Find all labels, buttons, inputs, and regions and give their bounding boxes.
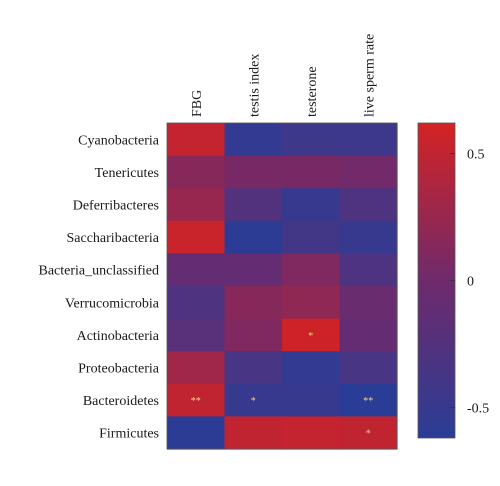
row-labels: Cyanobacteria Tenericutes Deferribacteres S… bbox=[38, 133, 159, 441]
significance-markers: *** * *** bbox=[191, 331, 374, 440]
row-label: Verrucomicrobia bbox=[65, 296, 160, 311]
heatmap-cell bbox=[167, 318, 226, 352]
heatmap-cell bbox=[339, 351, 398, 385]
significance-marker: * bbox=[308, 331, 313, 342]
heatmap-cell bbox=[339, 123, 398, 157]
row-label: Deferribacteres bbox=[73, 199, 159, 214]
row-label: Tenericutes bbox=[95, 166, 159, 181]
heatmap-cell bbox=[167, 383, 226, 417]
column-label: FBG bbox=[190, 90, 205, 117]
column-label: testis index bbox=[247, 54, 262, 117]
heatmap-cell bbox=[224, 123, 283, 157]
heatmap-cell bbox=[167, 286, 226, 320]
colorbar-tick-label: 0 bbox=[467, 275, 474, 290]
heatmap-frame bbox=[166, 122, 398, 450]
heatmap-cell bbox=[224, 286, 283, 320]
heatmap-cell bbox=[167, 220, 226, 254]
row-label: Proteobacteria bbox=[78, 362, 160, 377]
heatmap-cell bbox=[339, 318, 398, 352]
heatmap-cell bbox=[224, 220, 283, 254]
colorbar-tick-label: 0.5 bbox=[467, 147, 485, 162]
colorbar bbox=[417, 122, 456, 439]
heatmap-cell bbox=[167, 123, 226, 157]
heatmap-cell bbox=[282, 351, 341, 385]
heatmap-cell bbox=[282, 383, 341, 417]
significance-marker: ** bbox=[191, 396, 201, 407]
heatmap-cell bbox=[224, 318, 283, 352]
column-label: live sperm rate bbox=[362, 34, 377, 117]
heatmap-cell bbox=[224, 351, 283, 385]
column-label: testerone bbox=[305, 66, 320, 117]
row-label: Actinobacteria bbox=[77, 329, 160, 344]
row-label: Bacteroidetes bbox=[83, 394, 159, 409]
heatmap-cell bbox=[167, 155, 226, 189]
heatmap-cell bbox=[339, 220, 398, 254]
heatmap-cell bbox=[339, 416, 398, 450]
heatmap-cell bbox=[224, 383, 283, 417]
heatmap-cell bbox=[282, 286, 341, 320]
heatmap-cell bbox=[282, 188, 341, 222]
heatmap-cell bbox=[339, 155, 398, 189]
row-label: Cyanobacteria bbox=[78, 133, 160, 148]
heatmap-cell bbox=[282, 253, 341, 287]
heatmap-cell bbox=[167, 351, 226, 385]
heatmap-cell bbox=[282, 123, 341, 157]
row-label: Firmicutes bbox=[99, 427, 159, 442]
heatmap-cell bbox=[282, 220, 341, 254]
heatmap-cell bbox=[224, 253, 283, 287]
heatmap-cell bbox=[224, 155, 283, 189]
column-labels: FBG testis index testerone live sperm rate bbox=[190, 34, 378, 117]
row-label: Bacteria_unclassified bbox=[38, 264, 159, 279]
heatmap-cells bbox=[167, 123, 398, 450]
heatmap-cell bbox=[282, 155, 341, 189]
colorbar-tick-label: -0.5 bbox=[467, 402, 489, 417]
heatmap-cell bbox=[167, 416, 226, 450]
significance-marker: ** bbox=[363, 396, 373, 407]
row-label: Saccharibacteria bbox=[67, 231, 160, 246]
colorbar-ticks: 0.5 0 -0.5 bbox=[450, 147, 489, 417]
heatmap-cell bbox=[339, 383, 398, 417]
heatmap-cell bbox=[167, 188, 226, 222]
heatmap-cell bbox=[282, 318, 341, 352]
heatmap-cell bbox=[224, 416, 283, 450]
significance-marker: * bbox=[366, 429, 371, 440]
significance-marker: * bbox=[251, 396, 256, 407]
heatmap-cell bbox=[339, 253, 398, 287]
heatmap-cell bbox=[167, 253, 226, 287]
heatmap-cell bbox=[339, 286, 398, 320]
heatmap-cell bbox=[282, 416, 341, 450]
heatmap-cell bbox=[224, 188, 283, 222]
heatmap-cell bbox=[339, 188, 398, 222]
